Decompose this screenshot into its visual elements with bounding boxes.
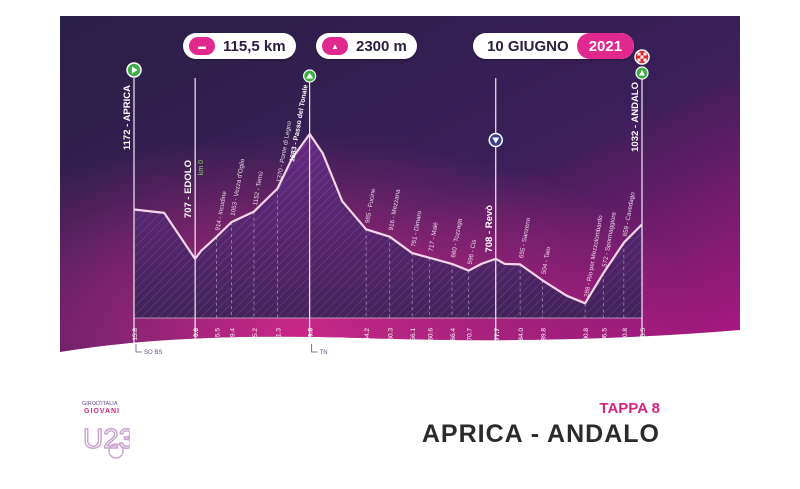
tick-label: 21.3 xyxy=(276,328,283,341)
tick-label: 100.8 xyxy=(583,328,590,345)
date-badge: 10 GIUGNO 2021 xyxy=(473,33,635,59)
tick-label: 105.5 xyxy=(601,328,608,345)
tick-label: 5.5 xyxy=(214,328,221,337)
distance-value: 115,5 km xyxy=(223,37,286,55)
tick-label: 15.2 xyxy=(252,328,259,341)
stage-number: TAPPA 8 xyxy=(599,400,660,417)
tick-label: 15.8 xyxy=(132,328,139,341)
tick-label: 84.0 xyxy=(518,328,525,341)
feed-label: 708 - Revò xyxy=(484,205,495,253)
distance-badge: ▬ 115,5 km xyxy=(183,33,296,59)
tick-label: 66.4 xyxy=(450,328,457,341)
giro-giovani-u23-logo: GIROD'ITALIA GIOVANI U23 xyxy=(80,398,135,462)
tick-label: 115.5 xyxy=(640,328,647,344)
tick-label: 89.8 xyxy=(541,328,548,341)
tick-label: 56.1 xyxy=(410,328,417,341)
logo-text-mid: GIOVANI xyxy=(84,408,120,415)
tick-label: 70.7 xyxy=(467,328,474,341)
waypoint-label: 504 - Taio xyxy=(541,246,553,275)
tick-label: 60.6 xyxy=(428,328,435,341)
gpm-mountain-icon xyxy=(303,69,317,83)
tick-label: 77.7 xyxy=(494,328,501,341)
tick-label: 50.3 xyxy=(388,328,395,341)
profile-hatch xyxy=(134,134,642,318)
finish-label: 1032 - ANDALO xyxy=(630,82,641,152)
road-sign-arrow xyxy=(135,344,142,353)
water-drop-icon xyxy=(488,132,504,148)
km0-marker: km 0 xyxy=(198,160,205,175)
tick-label: 29.6 xyxy=(308,328,315,341)
stage-title: APRICA - ANDALO xyxy=(421,420,660,448)
tick-label: 9.4 xyxy=(229,328,236,337)
elevation-value: 2300 m xyxy=(356,37,407,55)
profile-line xyxy=(133,132,643,305)
start-label: 1172 - APRICA xyxy=(122,85,133,150)
year-value: 2021 xyxy=(576,33,635,59)
logo-text-top: GIROD'ITALIA xyxy=(82,401,118,407)
tick-label: 44.2 xyxy=(364,328,371,341)
finish-flag-icon xyxy=(634,49,650,80)
elevation-badge: ▲ 2300 m xyxy=(316,33,417,59)
odometer-icon: ▬ xyxy=(189,37,215,55)
road-sign-label: TN xyxy=(320,350,328,356)
date-value: 10 GIUGNO xyxy=(487,37,569,55)
start-flag-icon xyxy=(126,62,142,78)
km0-label: 707 - EDOLO xyxy=(183,160,194,218)
tick-label: 110.8 xyxy=(622,328,629,344)
road-sign-arrow xyxy=(311,344,318,353)
tick-label: 0.0 xyxy=(193,328,200,337)
mountain-icon: ▲ xyxy=(322,37,348,55)
road-sign-label: SO BS xyxy=(144,350,162,356)
waypoint-label: 596 - Cis xyxy=(467,239,478,265)
